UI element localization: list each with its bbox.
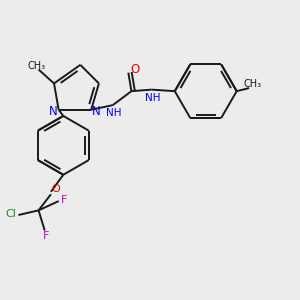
Text: F: F [43,231,50,241]
Text: NH: NH [106,108,122,118]
Text: F: F [60,196,67,206]
Text: N: N [92,105,101,118]
Text: NH: NH [145,93,161,103]
Text: CH₃: CH₃ [243,80,261,89]
Text: N: N [49,105,58,118]
Text: CH₃: CH₃ [27,61,45,71]
Text: Cl: Cl [5,209,16,219]
Text: O: O [52,184,60,194]
Text: O: O [130,63,140,76]
